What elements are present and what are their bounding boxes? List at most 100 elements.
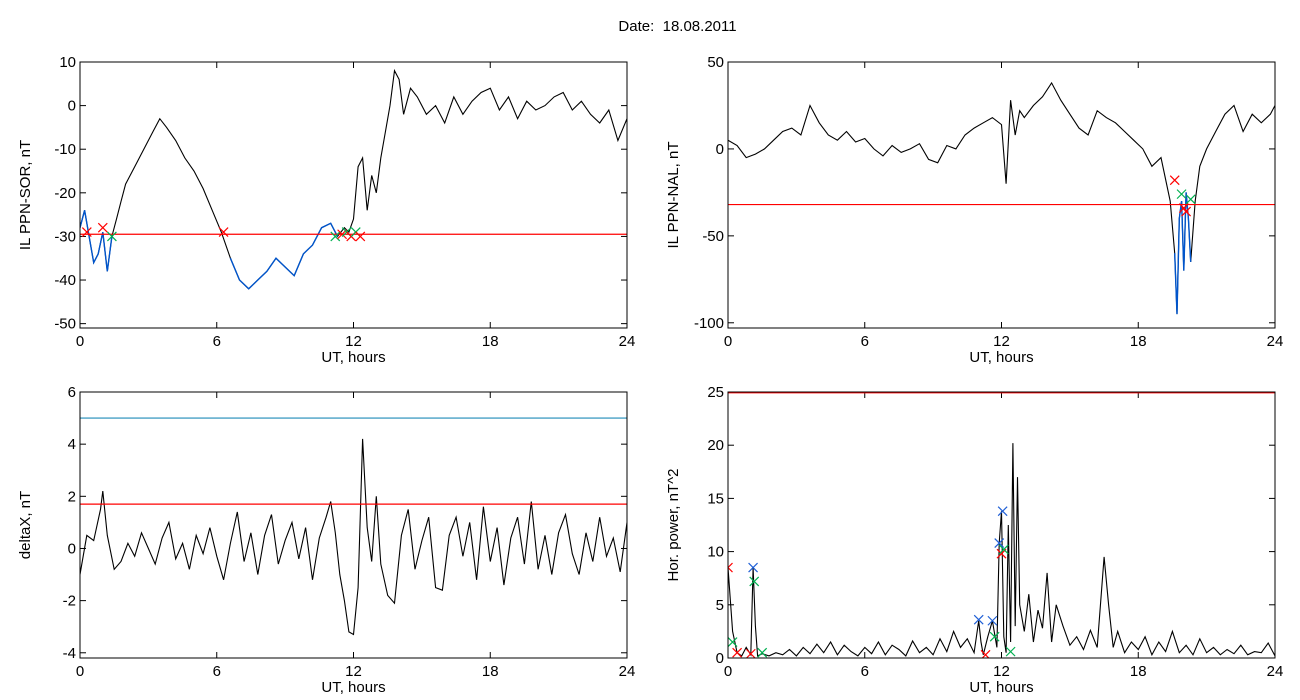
marker-stroke: [728, 637, 738, 647]
event-marker-red: [732, 647, 743, 658]
marker-stroke: [218, 227, 229, 237]
y-tick-label: 25: [707, 384, 724, 401]
x-tick-label: 6: [861, 333, 869, 350]
plot-frame: [727, 391, 1276, 659]
y-axis-label: IL PPN-NAL, nT: [665, 142, 682, 249]
x-tick-label: 0: [76, 333, 84, 350]
y-tick-label: 10: [59, 54, 76, 71]
y-tick-label: 0: [716, 141, 724, 158]
x-axis-label: UT, hours: [969, 349, 1033, 366]
marker-stroke: [1005, 646, 1016, 657]
marker-stroke: [728, 562, 733, 569]
plot-area: [728, 392, 1275, 658]
figure-title: Date: 18.08.2011: [618, 18, 737, 35]
x-tick-label: 18: [482, 333, 499, 350]
x-tick-label: 12: [345, 663, 362, 680]
marker-stroke: [745, 648, 756, 658]
x-axis-label: UT, hours: [321, 679, 385, 696]
chart-panel-bottom-right: 0 6 12 18 24 25 20 15 10 5 0 UT, hours Hor. power, n…: [665, 384, 1283, 696]
event-marker-red: [1169, 175, 1180, 186]
plot-area: [80, 417, 627, 636]
y-tick-label: -2: [63, 593, 76, 610]
plot-frame: [727, 61, 1276, 329]
marker-stroke: [987, 615, 998, 626]
marker-stroke: [989, 631, 1000, 642]
event-marker-green: [330, 231, 341, 242]
y-tick-label: 20: [707, 437, 724, 454]
event-marker-red: [97, 222, 108, 233]
event-marker-blue: [973, 614, 984, 625]
x-tick-label: 24: [1267, 663, 1284, 680]
event-marker-green: [757, 647, 768, 658]
x-tick-label: 0: [724, 663, 732, 680]
marker-stroke: [998, 544, 1009, 555]
x-axis-label: UT, hours: [321, 349, 385, 366]
event-marker-blue: [987, 615, 998, 626]
event-marker-blue: [748, 562, 758, 573]
y-tick-label: -40: [54, 272, 76, 289]
marker-stroke: [106, 231, 117, 242]
x-tick-label: 24: [1267, 333, 1284, 350]
marker-stroke: [81, 227, 92, 237]
y-tick-label: -20: [54, 185, 76, 202]
x-tick-label: 18: [1130, 333, 1147, 350]
marker-stroke: [973, 614, 984, 625]
y-tick-label: -50: [702, 228, 724, 245]
x-tick-label: 0: [76, 663, 84, 680]
y-tick-label: 10: [707, 544, 724, 561]
y-tick-label: 0: [716, 650, 724, 667]
x-tick-label: 12: [993, 333, 1010, 350]
marker-stroke: [748, 562, 758, 573]
highlight-segment: [1174, 192, 1192, 315]
event-marker-green: [106, 231, 117, 242]
marker-stroke: [997, 506, 1008, 517]
marker-stroke: [355, 231, 366, 242]
series-line: [80, 438, 627, 636]
x-tick-label: 24: [619, 333, 636, 350]
event-marker-blue: [994, 538, 1005, 549]
event-marker-red: [81, 227, 92, 237]
x-tick-label: 6: [861, 663, 869, 680]
x-tick-label: 18: [482, 663, 499, 680]
y-tick-label: 2: [68, 488, 76, 505]
event-marker-green: [749, 576, 760, 587]
marker-stroke: [1178, 203, 1189, 213]
event-marker-green: [1005, 646, 1016, 657]
x-axis-label: UT, hours: [969, 679, 1033, 696]
y-tick-label: 4: [68, 436, 76, 453]
event-marker-red: [745, 648, 756, 658]
event-marker-red: [218, 227, 229, 237]
plot-frame: [79, 391, 628, 659]
series-line: [728, 81, 1275, 315]
y-tick-label: 50: [707, 54, 724, 71]
y-axis-label: Hor. power, nT^2: [665, 469, 682, 582]
event-marker-green: [989, 631, 1000, 642]
series-line: [80, 68, 627, 290]
marker-stroke: [728, 566, 733, 573]
x-tick-label: 12: [345, 333, 362, 350]
x-tick-label: 12: [993, 663, 1010, 680]
marker-stroke: [97, 222, 108, 233]
marker-stroke: [757, 647, 768, 658]
chart-panel-top-right: 0 6 12 18 24 50 0 -50 -100 UT, hours IL PPN-NAL, n…: [665, 54, 1283, 366]
chart-panel-bottom-left: 0 6 12 18 24 6 4 2 0 -2 -4 UT, hours deltaX, nT: [17, 384, 635, 696]
marker-stroke: [1181, 206, 1192, 217]
marker-stroke: [994, 538, 1005, 549]
chart-panel-top-left: 0 6 12 18 24 10 0 -10 -20 -30 -40 -50 UT, hours IL PP…: [17, 54, 635, 366]
x-tick-label: 6: [213, 333, 221, 350]
y-tick-label: 15: [707, 490, 724, 507]
plot-frame: [79, 61, 628, 329]
event-marker-green: [1176, 189, 1187, 200]
marker-stroke: [1176, 189, 1187, 200]
marker-stroke: [1169, 175, 1180, 186]
event-marker-green: [728, 637, 738, 647]
y-tick-label: -30: [54, 228, 76, 245]
y-tick-label: 6: [68, 384, 76, 401]
y-tick-label: -4: [63, 645, 76, 662]
y-axis-label: deltaX, nT: [17, 491, 34, 559]
y-tick-label: -100: [694, 315, 724, 332]
marker-stroke: [749, 576, 760, 587]
plot-area: [80, 68, 627, 290]
event-marker-red: [728, 562, 733, 573]
